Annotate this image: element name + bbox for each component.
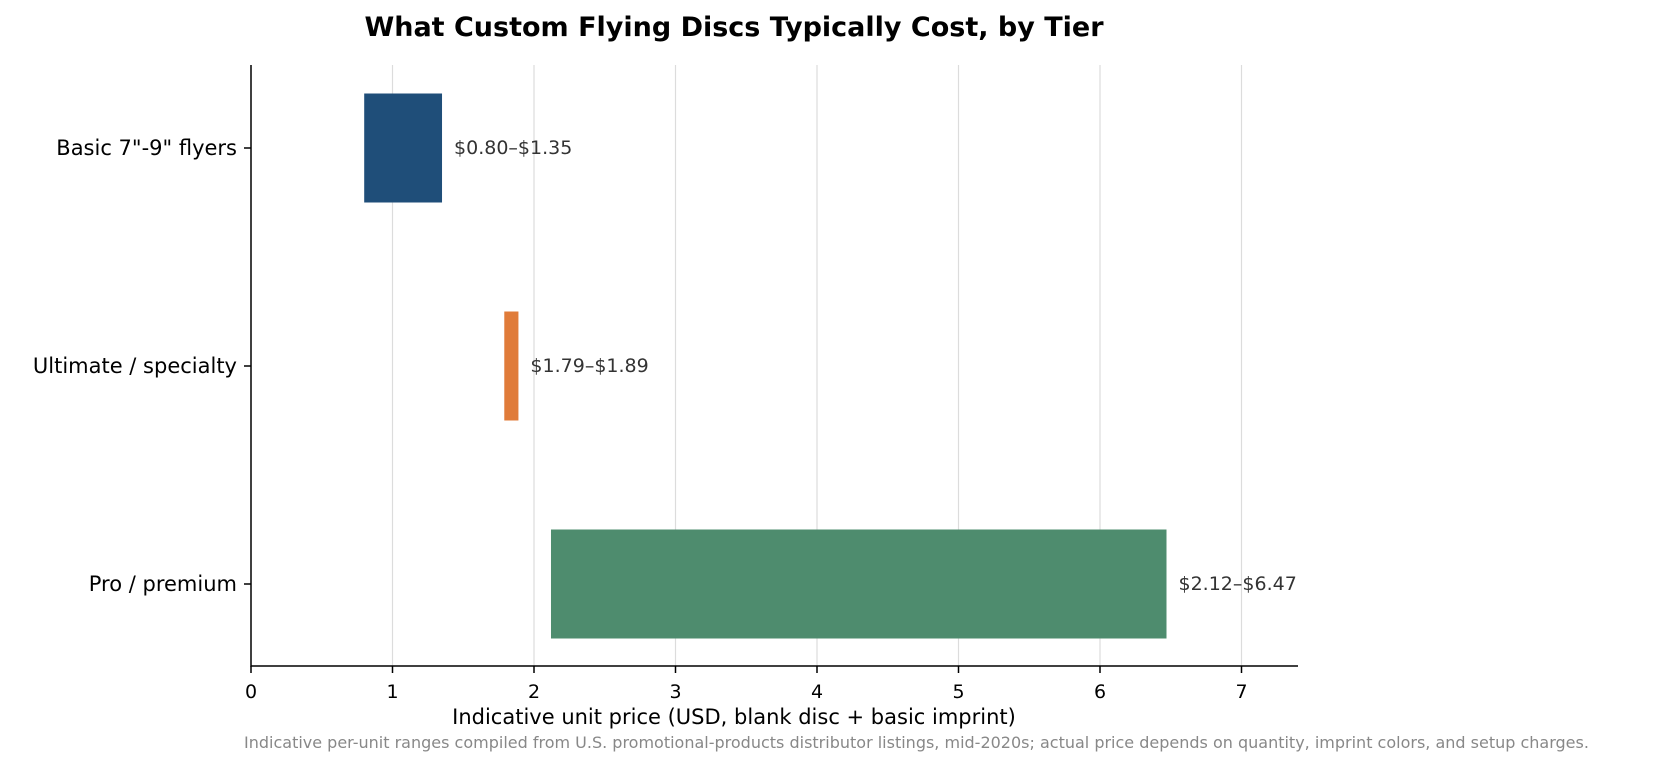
x-tick-label: 7	[1235, 681, 1247, 703]
category-label: Basic 7"-9" flyers	[56, 136, 237, 160]
x-axis-label: Indicative unit price (USD, blank disc +…	[452, 705, 1016, 729]
chart-title: What Custom Flying Discs Typically Cost,…	[364, 12, 1104, 43]
category-label: Ultimate / specialty	[33, 354, 237, 378]
x-tick-label: 6	[1094, 681, 1106, 703]
bar-value-label: $2.12–$6.47	[1179, 573, 1297, 595]
bar	[550, 529, 1167, 639]
x-tick-label: 2	[528, 681, 540, 703]
axis-spine	[250, 65, 1298, 667]
bar	[504, 311, 519, 421]
bar	[364, 93, 443, 203]
bar-value-label: $0.80–$1.35	[454, 137, 572, 159]
bar-value-label: $1.79–$1.89	[530, 355, 648, 377]
source-note: Indicative per-unit ranges compiled from…	[244, 733, 1589, 752]
x-tick-label: 4	[811, 681, 823, 703]
x-tick-label: 5	[952, 681, 964, 703]
category-label: Pro / premium	[89, 572, 237, 596]
bars: $0.80–$1.35 $1.79–$1.89 $2.12–$6.47	[364, 93, 1297, 639]
x-tick-label: 1	[386, 681, 398, 703]
x-tick-label: 0	[245, 681, 257, 703]
axes: 0 1 2 3 4 5 6 7 Basic 7"-9" flyers Ultimate / spe…	[33, 65, 1298, 703]
x-tick-label: 3	[669, 681, 681, 703]
grid-lines	[391, 65, 1243, 666]
